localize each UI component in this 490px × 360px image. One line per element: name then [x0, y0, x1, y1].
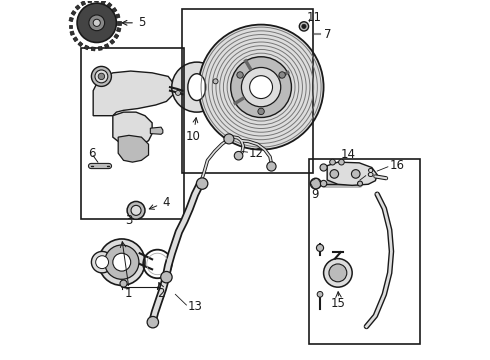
Bar — [114, 34, 119, 39]
Bar — [71, 10, 76, 15]
Polygon shape — [93, 71, 173, 116]
Circle shape — [93, 19, 100, 26]
Circle shape — [267, 162, 276, 171]
Circle shape — [147, 316, 159, 328]
Circle shape — [310, 178, 321, 189]
Circle shape — [320, 164, 327, 171]
Bar — [182, 9, 313, 173]
Circle shape — [279, 72, 285, 78]
Text: 15: 15 — [331, 297, 346, 310]
Circle shape — [131, 205, 141, 215]
Circle shape — [113, 253, 131, 271]
Circle shape — [104, 245, 139, 279]
Text: 16: 16 — [390, 159, 405, 172]
Text: 11: 11 — [307, 11, 322, 24]
Circle shape — [351, 170, 360, 178]
Circle shape — [249, 76, 272, 99]
Circle shape — [242, 67, 281, 107]
Bar — [70, 31, 74, 35]
Circle shape — [175, 90, 180, 95]
Bar — [110, 39, 115, 44]
Circle shape — [98, 73, 104, 80]
Circle shape — [339, 159, 344, 165]
Bar — [112, 8, 117, 13]
Circle shape — [92, 251, 113, 273]
Text: 7: 7 — [323, 28, 331, 41]
Bar — [117, 27, 121, 32]
Circle shape — [330, 170, 339, 178]
Bar — [78, 42, 83, 47]
Circle shape — [127, 202, 145, 219]
Bar — [69, 17, 74, 22]
Circle shape — [258, 108, 264, 114]
Circle shape — [302, 24, 306, 28]
Circle shape — [323, 258, 352, 287]
Circle shape — [172, 62, 222, 112]
Bar — [107, 3, 112, 8]
Text: 6: 6 — [88, 148, 96, 161]
Bar — [88, 0, 92, 3]
Text: 12: 12 — [248, 147, 264, 160]
Bar — [81, 1, 86, 6]
Text: 10: 10 — [186, 118, 200, 143]
Bar — [118, 21, 121, 24]
Circle shape — [330, 159, 335, 165]
Circle shape — [299, 22, 309, 31]
Ellipse shape — [188, 74, 206, 100]
Circle shape — [120, 280, 127, 287]
Circle shape — [161, 271, 172, 283]
Circle shape — [89, 15, 104, 31]
Circle shape — [77, 3, 117, 42]
Circle shape — [317, 292, 323, 297]
Polygon shape — [327, 162, 377, 185]
Circle shape — [231, 57, 292, 117]
Bar — [309, 158, 420, 344]
Bar — [73, 37, 78, 42]
Circle shape — [320, 180, 327, 187]
Bar — [91, 47, 95, 51]
Bar — [69, 24, 73, 28]
Circle shape — [92, 66, 111, 86]
Bar — [95, 0, 98, 2]
Text: 14: 14 — [341, 148, 356, 161]
Circle shape — [358, 181, 363, 186]
Polygon shape — [150, 127, 163, 134]
Polygon shape — [118, 135, 148, 162]
Text: 1: 1 — [125, 287, 133, 300]
Circle shape — [96, 256, 109, 269]
Circle shape — [317, 244, 323, 251]
Circle shape — [234, 152, 243, 160]
Bar — [104, 44, 109, 48]
Bar — [84, 45, 89, 50]
Text: 13: 13 — [188, 300, 203, 313]
Circle shape — [237, 72, 243, 78]
Circle shape — [98, 239, 145, 285]
Text: 4: 4 — [149, 195, 170, 209]
Text: 3: 3 — [125, 213, 133, 226]
Text: 2: 2 — [157, 287, 165, 300]
Circle shape — [329, 264, 347, 282]
Circle shape — [213, 79, 218, 84]
Polygon shape — [113, 112, 152, 146]
Text: 8: 8 — [367, 167, 374, 180]
Circle shape — [224, 134, 234, 144]
Circle shape — [198, 24, 323, 150]
Text: 5: 5 — [122, 16, 145, 29]
Bar — [98, 46, 102, 50]
Circle shape — [196, 178, 208, 189]
Bar — [101, 0, 106, 4]
Bar — [75, 5, 80, 10]
Circle shape — [95, 70, 108, 83]
Bar — [81, 48, 184, 219]
Text: 9: 9 — [312, 188, 319, 201]
Bar — [116, 14, 120, 18]
